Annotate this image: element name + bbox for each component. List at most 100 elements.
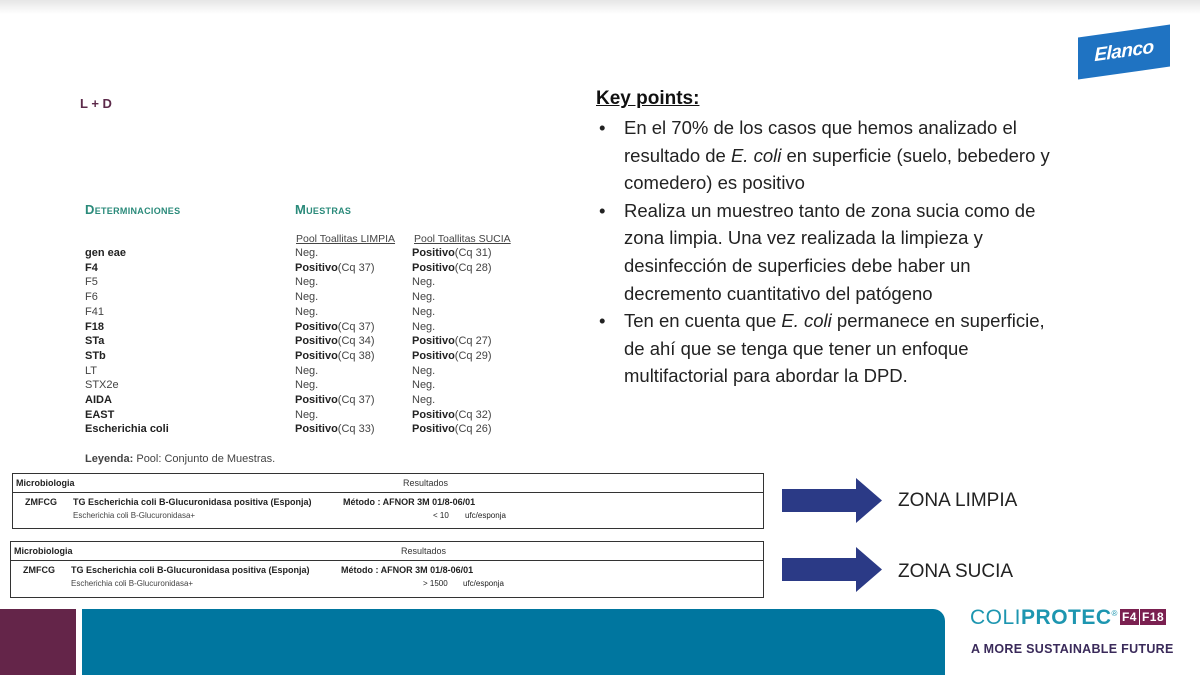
cq-value: (Cq 28) — [454, 261, 492, 274]
legend-text: Pool: Conjunto de Muestras. — [133, 453, 276, 465]
limpia-result: Neg. — [295, 247, 318, 259]
result: Positivo — [412, 247, 455, 259]
table-row: STa Positivo(Cq 34) Positivo(Cq 27) — [85, 335, 525, 350]
determination-name: F5 — [85, 276, 98, 289]
key-point: Ten en cuenta que E. coli permanece en s… — [597, 307, 1067, 390]
result: Neg. — [412, 379, 436, 392]
sucia-result: Positivo(Cq 29) — [412, 350, 491, 362]
cq-value: (Cq 37) — [337, 320, 375, 333]
arrow-right-icon — [782, 547, 882, 592]
result: Neg. — [412, 320, 436, 333]
row-label: EAST — [85, 408, 115, 421]
footer-teal-bar — [82, 609, 945, 675]
table-row: F6 Neg. Neg. — [85, 291, 525, 306]
value: < 10 — [433, 511, 449, 520]
sucia-result: Neg. — [412, 394, 435, 406]
row-label: AIDA — [85, 394, 112, 406]
code: ZMFCG — [23, 565, 55, 575]
determination-name: F41 — [85, 305, 104, 318]
cq-value: (Cq 27) — [454, 335, 492, 348]
top-shade — [0, 0, 1200, 14]
determination-name: Escherichia coli — [85, 423, 169, 435]
determination-name: EAST — [85, 409, 114, 421]
result: Neg. — [412, 305, 436, 318]
table-row: STX2e Neg. Neg. — [85, 379, 525, 394]
key-point-text: E. coli — [781, 310, 832, 332]
zone-sucia-label: ZONA SUCIA — [898, 561, 1014, 582]
coliprotec-logo: COLIPROTEC® F4 F18 — [970, 606, 1167, 630]
brand-bold: PROTEC — [1021, 606, 1112, 629]
limpia-result: Positivo(Cq 33) — [295, 423, 374, 435]
result: Neg. — [295, 364, 319, 377]
cq-value: (Cq 26) — [454, 423, 492, 436]
result: Positivo — [295, 394, 338, 406]
sucia-result: Positivo(Cq 31) — [412, 247, 491, 259]
determination-name: F4 — [85, 262, 98, 274]
key-point-text: Realiza un muestreo tanto de zona sucia … — [624, 199, 1036, 304]
table-row: gen eae Neg. Positivo(Cq 31) — [85, 247, 525, 262]
result: Positivo — [295, 320, 338, 333]
limpia-result: Neg. — [295, 276, 318, 288]
row-label: STb — [85, 349, 106, 362]
limpia-result: Neg. — [295, 306, 318, 318]
legend: Leyenda: Pool: Conjunto de Muestras. — [85, 453, 275, 465]
row-label: F4 — [85, 261, 98, 274]
result: Neg. — [295, 276, 319, 289]
reg-mark: ® — [1111, 609, 1118, 618]
table-row: STb Positivo(Cq 38) Positivo(Cq 29) — [85, 350, 525, 365]
elanco-logo: Elanco — [1078, 24, 1170, 80]
table-row: Escherichia coli Positivo(Cq 33) Positivo(… — [85, 423, 525, 438]
cq-value: (Cq 31) — [454, 247, 492, 259]
unit: ufc/esponja — [463, 579, 504, 588]
sucia-result: Neg. — [412, 291, 435, 303]
limpia-result: Positivo(Cq 37) — [295, 262, 374, 274]
key-point-text: E. coli — [730, 144, 782, 166]
sucia-result: Positivo(Cq 32) — [412, 409, 491, 421]
cq-value: (Cq 33) — [337, 423, 375, 436]
result: Neg. — [295, 379, 319, 392]
report-box-sucia: Microbiologia Resultados ZMFCG TG Escheri… — [10, 541, 764, 598]
footer-maroon-block — [0, 609, 76, 675]
sucia-result: Neg. — [412, 379, 435, 391]
zone-limpia-label: ZONA LIMPIA — [898, 490, 1018, 511]
result: Positivo — [295, 349, 338, 362]
table-row: F4 Positivo(Cq 37) Positivo(Cq 28) — [85, 262, 525, 277]
limpia-result: Positivo(Cq 37) — [295, 321, 374, 333]
row-label: Escherichia coli — [85, 423, 169, 436]
table-row: EAST Neg. Positivo(Cq 32) — [85, 409, 525, 424]
result: Positivo — [412, 261, 455, 274]
sucia-result: Neg. — [412, 276, 435, 288]
limpia-result: Neg. — [295, 379, 318, 391]
sucia-result: Positivo(Cq 28) — [412, 262, 491, 274]
key-point: Realiza un muestreo tanto de zona sucia … — [597, 197, 1067, 307]
determination-name: LT — [85, 364, 98, 377]
legend-label: Leyenda: — [85, 453, 134, 465]
table-row: F18 Positivo(Cq 37) Neg. — [85, 321, 525, 336]
result: Positivo — [412, 349, 455, 362]
limpia-result: Positivo(Cq 38) — [295, 350, 374, 362]
row-label: gen eae — [85, 247, 126, 259]
sample-label: L + D — [80, 96, 112, 111]
result: Positivo — [412, 335, 455, 348]
result: Positivo — [295, 261, 338, 274]
analyte: Escherichia coli B-Glucuronidasa+ — [71, 579, 194, 588]
result: Neg. — [295, 408, 319, 421]
determination-name: F18 — [85, 321, 104, 333]
key-point-text: en superficie (suelo, bebedero y comeder… — [624, 144, 1050, 194]
sucia-result: Neg. — [412, 306, 435, 318]
sucia-result: Positivo(Cq 27) — [412, 335, 491, 347]
determination-name: STX2e — [85, 379, 119, 392]
determination-name: STb — [85, 350, 106, 362]
key-point-text: Ten en cuenta que — [624, 310, 782, 332]
determination-name: STa — [85, 335, 104, 347]
tagline: A MORE SUSTAINABLE FUTURE — [971, 642, 1174, 656]
arrow-right-icon — [782, 478, 882, 523]
cq-value: (Cq 37) — [337, 261, 375, 274]
col-determinaciones: Determinaciones — [85, 202, 181, 217]
col-sucia: Pool Toallitas SUCIA — [414, 233, 511, 245]
method: Método : AFNOR 3M 01/8-06/01 — [343, 497, 476, 507]
result: Neg. — [412, 364, 436, 377]
limpia-result: Neg. — [295, 365, 318, 377]
row-label: STa — [85, 335, 105, 348]
result: Neg. — [412, 394, 436, 406]
